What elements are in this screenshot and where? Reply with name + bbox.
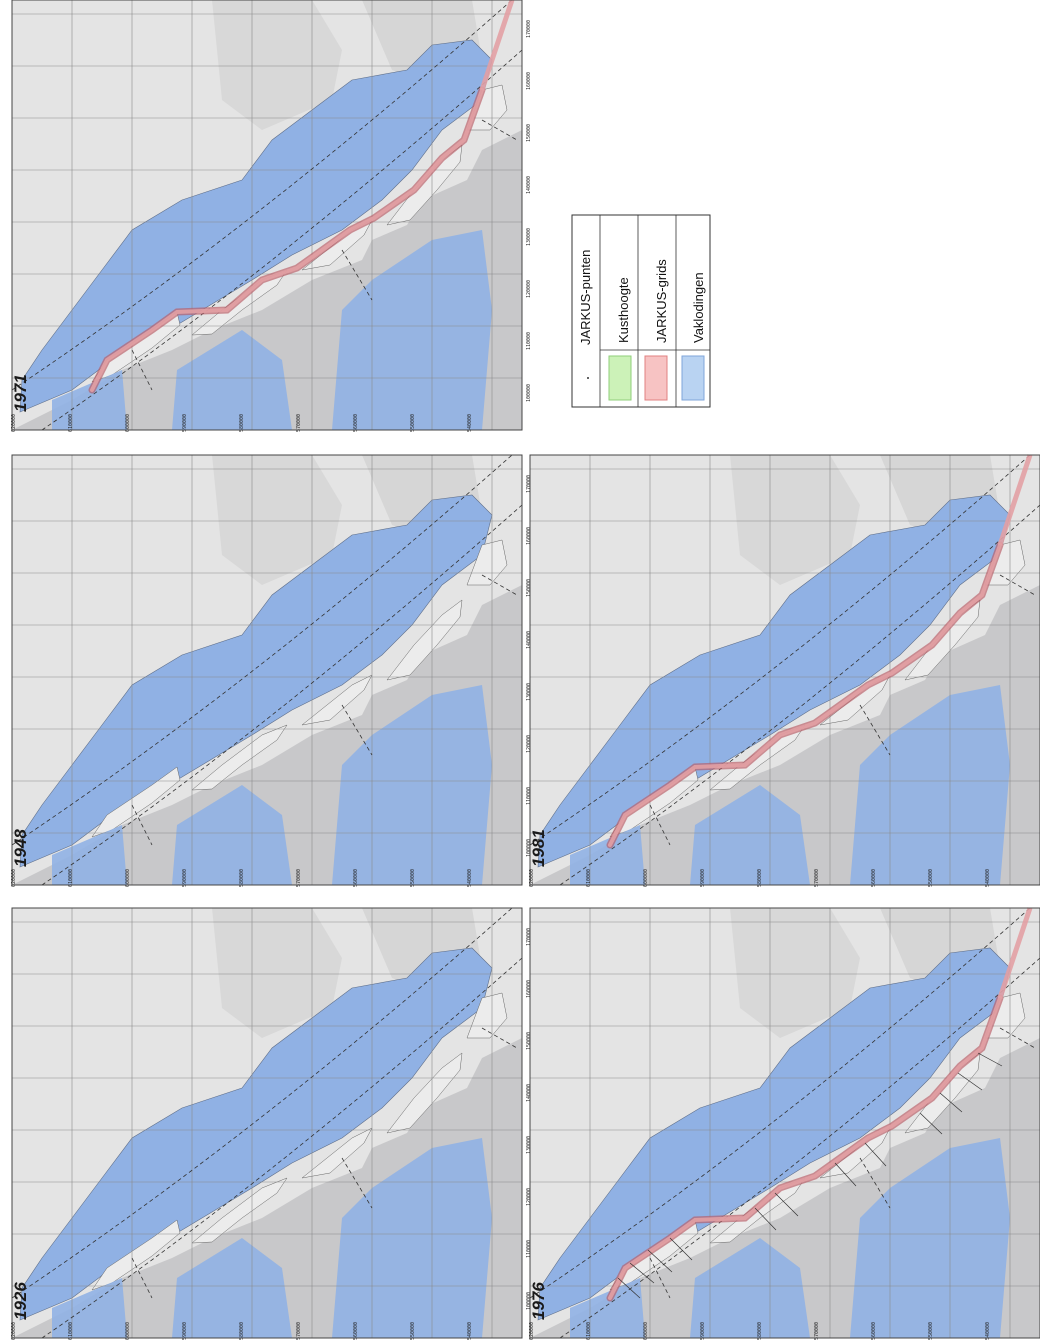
- tick-label-bottom: 540000: [467, 869, 473, 887]
- panel-year-label: 1948: [11, 829, 30, 867]
- tick-label-right: 130000: [526, 1136, 532, 1154]
- tick-label-right: 140000: [526, 631, 532, 649]
- legend-swatch-jarkus-grids: [644, 355, 668, 401]
- tick-label-bottom: 580000: [757, 869, 763, 887]
- tick-label-bottom: 620000: [529, 869, 535, 887]
- tick-label-bottom: 570000: [814, 869, 820, 887]
- tick-label-right: 110000: [526, 332, 532, 350]
- tick-label-right: 120000: [526, 1188, 532, 1206]
- tick-label-bottom: 560000: [353, 869, 359, 887]
- tick-label-bottom: 580000: [239, 1322, 245, 1340]
- tick-label-right: 110000: [526, 1240, 532, 1258]
- panel-year-label: 1981: [529, 829, 548, 867]
- tick-label-bottom: 600000: [125, 869, 131, 887]
- legend-swatch-vaklodingen: [681, 355, 705, 401]
- tick-label-bottom: 560000: [871, 869, 877, 887]
- axis-ticks: 100000 110000 120000 130000 140000 150000 1600…: [11, 20, 991, 1340]
- legend-label-kusthoogte: Kusthoogte: [616, 277, 631, 343]
- tick-label-bottom: 570000: [814, 1322, 820, 1340]
- tick-label-right: 100000: [526, 839, 532, 857]
- tick-label-bottom: 610000: [586, 1322, 592, 1340]
- tick-label-bottom: 550000: [410, 1322, 416, 1340]
- tick-label-bottom: 600000: [643, 869, 649, 887]
- legend-title: JARKUS-punten: [578, 250, 593, 345]
- tick-label-bottom: 560000: [353, 1322, 359, 1340]
- tick-label-bottom: 600000: [125, 1322, 131, 1340]
- tick-label-right: 170000: [526, 928, 532, 946]
- tick-label-bottom: 590000: [700, 869, 706, 887]
- tick-label-bottom: 570000: [296, 414, 302, 432]
- tick-label-right: 100000: [526, 1292, 532, 1310]
- tick-label-bottom: 540000: [467, 1322, 473, 1340]
- tick-label-bottom: 620000: [529, 1322, 535, 1340]
- tick-label-bottom: 620000: [11, 869, 17, 887]
- tick-label-bottom: 620000: [11, 1322, 17, 1340]
- tick-label-bottom: 580000: [239, 414, 245, 432]
- tick-label-right: 140000: [526, 176, 532, 194]
- tick-label-bottom: 580000: [757, 1322, 763, 1340]
- tick-label-bottom: 610000: [68, 1322, 74, 1340]
- legend-label-vaklodingen: Vaklodingen: [691, 272, 706, 343]
- map-panel-1948: 1948: [11, 454, 523, 886]
- tick-label-right: 120000: [526, 735, 532, 753]
- tick-label-bottom: 560000: [353, 414, 359, 432]
- tick-label-right: 100000: [526, 384, 532, 402]
- tick-label-right: 130000: [526, 228, 532, 246]
- tick-label-right: 150000: [526, 124, 532, 142]
- tick-label-bottom: 550000: [928, 1322, 934, 1340]
- tick-label-right: 160000: [526, 980, 532, 998]
- tick-label-bottom: 610000: [586, 869, 592, 887]
- legend: JARKUS-punten Kusthoogte JARKUS-grids Va…: [571, 214, 711, 408]
- tick-label-right: 150000: [526, 579, 532, 597]
- tick-label-bottom: 590000: [182, 1322, 188, 1340]
- tick-label-bottom: 550000: [410, 869, 416, 887]
- tick-label-bottom: 600000: [643, 1322, 649, 1340]
- tick-label-bottom: 550000: [410, 414, 416, 432]
- tick-label-right: 110000: [526, 787, 532, 805]
- legend-swatch-points: [587, 377, 589, 379]
- tick-label-bottom: 550000: [928, 869, 934, 887]
- tick-label-bottom: 610000: [68, 869, 74, 887]
- tick-label-right: 150000: [526, 1032, 532, 1050]
- panel-year-label: 1971: [11, 374, 30, 412]
- tick-label-bottom: 610000: [68, 414, 74, 432]
- tick-label-bottom: 570000: [296, 1322, 302, 1340]
- tick-label-right: 130000: [526, 683, 532, 701]
- tick-label-bottom: 560000: [871, 1322, 877, 1340]
- panel-year-label: 1926: [11, 1282, 30, 1320]
- tick-label-right: 140000: [526, 1084, 532, 1102]
- map-panel-1971: 1971: [11, 0, 523, 431]
- tick-label-right: 160000: [526, 72, 532, 90]
- map-panel-1976: 1976: [529, 908, 1040, 1339]
- panel-year-label: 1976: [529, 1282, 548, 1320]
- map-panel-1926: 1926: [11, 907, 523, 1339]
- tick-label-right: 170000: [526, 20, 532, 38]
- tick-label-bottom: 540000: [985, 1322, 991, 1340]
- tick-label-right: 170000: [526, 475, 532, 493]
- legend-swatch-kusthoogte: [608, 355, 632, 401]
- tick-label-bottom: 540000: [467, 414, 473, 432]
- tick-label-bottom: 570000: [296, 869, 302, 887]
- tick-label-bottom: 540000: [985, 869, 991, 887]
- map-panel-1981: 1981: [529, 455, 1040, 886]
- tick-label-bottom: 590000: [700, 1322, 706, 1340]
- tick-label-bottom: 590000: [182, 414, 188, 432]
- legend-label-jarkus-grids: JARKUS-grids: [654, 259, 669, 343]
- tick-label-bottom: 620000: [11, 414, 17, 432]
- tick-label-right: 160000: [526, 527, 532, 545]
- tick-label-right: 120000: [526, 280, 532, 298]
- tick-label-bottom: 590000: [182, 869, 188, 887]
- tick-label-bottom: 580000: [239, 869, 245, 887]
- tick-label-bottom: 600000: [125, 414, 131, 432]
